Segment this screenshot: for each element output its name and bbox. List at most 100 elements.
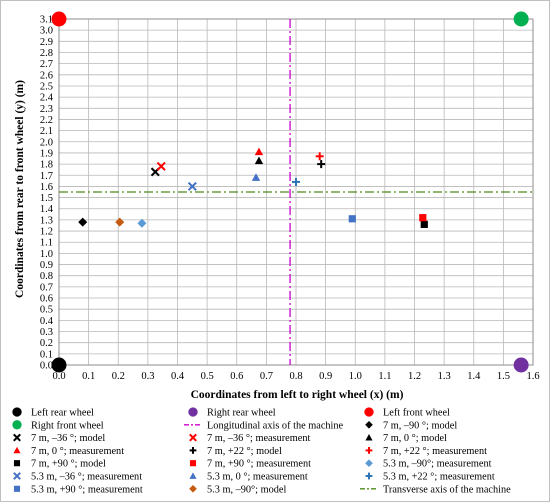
legend-marker (365, 447, 373, 454)
legend-item: Right front wheel (12, 420, 104, 431)
legend-marker (13, 472, 21, 480)
legend-item: 7 m, –90 °; model (365, 420, 457, 431)
legend-label: Left rear wheel (31, 408, 94, 419)
legend-label: 7 m, –90 °; model (383, 420, 457, 431)
x-tick-label: 0.2 (112, 371, 125, 382)
y-tick-label: 1.8 (40, 160, 53, 171)
legend-item: 5.3 m, 0 °; measurement (189, 472, 308, 483)
data-point (78, 217, 88, 227)
x-tick-label: 1.4 (467, 371, 481, 382)
legend-marker (189, 447, 197, 454)
legend-item: 7 m, +22 °; measurement (365, 446, 487, 457)
y-tick-label: 2.9 (40, 37, 53, 48)
legend-label: 5.3 m, +90 °; measurement (31, 484, 143, 495)
y-tick-label: 1.3 (40, 215, 53, 226)
legend-label: 7 m, 0 °; model (383, 433, 447, 444)
legend-label: 5.3 m, –90°; measurement (383, 459, 492, 470)
legend-marker (12, 407, 22, 417)
y-tick-label: 1.1 (40, 238, 53, 249)
y-tick-label: 2.7 (40, 59, 53, 70)
legend-marker (13, 433, 21, 442)
x-tick-label: 0.7 (260, 371, 273, 382)
y-tick-label: 2.1 (40, 126, 53, 137)
legend-item: Right rear wheel (188, 407, 276, 419)
legend-marker (365, 434, 373, 441)
legend-marker (188, 407, 198, 417)
legend-marker (365, 472, 373, 480)
legend-item: 7 m, 0 °; model (365, 433, 447, 444)
y-tick-label: 1.0 (40, 249, 53, 260)
data-point (254, 147, 264, 156)
legend-item: 7 m, –36 °; measurement (189, 433, 310, 444)
data-point (251, 173, 261, 181)
data-point (51, 357, 67, 373)
data-point (51, 11, 67, 27)
legend-label: 5.3 m, –36 °; measurement (31, 472, 142, 483)
legend-marker (364, 407, 374, 417)
legend-marker (13, 460, 21, 467)
x-tick-label: 1.3 (438, 371, 451, 382)
legend-label: 7 m, +90 °; model (31, 459, 106, 470)
y-tick-label: 1.7 (40, 171, 53, 182)
y-tick-label: 2.4 (40, 93, 54, 104)
legend-label: 7 m, 0 °; measurement (31, 446, 124, 457)
legend-marker (13, 446, 21, 454)
legend-marker (13, 485, 21, 492)
data-point (419, 214, 427, 222)
y-tick-label: 0.9 (40, 260, 53, 271)
data-point (137, 218, 147, 228)
x-tick-label: 0.5 (201, 371, 214, 382)
legend-label: Right front wheel (31, 420, 104, 431)
y-tick-label: 0.3 (40, 327, 53, 338)
legend-label: Right rear wheel (207, 408, 276, 419)
grid-layer (58, 18, 534, 366)
tick-labels: 0.0 0.1 0.2 0.3 0.4 0.5 0.6 0.7 0.8 0.9 1.0 1.1 1.2 1… (40, 15, 540, 383)
data-point (315, 152, 324, 161)
legend-label: Longitudinal axis of the machine (207, 420, 344, 431)
legend: Left rear wheel Right rear wheel Left fron… (12, 407, 511, 495)
y-tick-label: 1.5 (40, 193, 53, 204)
legend-item: 5.3 m, +22 °; measurement (365, 472, 495, 483)
data-point (317, 160, 326, 169)
y-tick-label: 3.1 (40, 15, 53, 26)
y-tick-label: 3.0 (40, 26, 53, 37)
legend-label: 7 m, +90 °; measurement (207, 459, 311, 470)
y-tick-label: 2.5 (40, 81, 53, 92)
y-tick-label: 0.7 (40, 282, 53, 293)
y-tick-label: 0.2 (40, 338, 53, 349)
data-point (348, 215, 356, 223)
y-tick-label: 1.4 (40, 204, 54, 215)
legend-item: Transverse axis of the machine (360, 484, 511, 495)
data-point (115, 217, 125, 227)
data-points (51, 11, 529, 373)
x-tick-label: 1.2 (408, 371, 421, 382)
legend-marker (189, 472, 197, 479)
x-tick-label: 1.1 (378, 371, 391, 382)
legend-item: 5.3 m, –90°; measurement (365, 459, 492, 470)
legend-label: 7 m, –36 °; measurement (207, 433, 310, 444)
y-tick-label: 2.2 (40, 115, 53, 126)
data-point (513, 11, 529, 27)
data-point (513, 357, 529, 373)
x-tick-label: 1.5 (497, 371, 510, 382)
y-axis-title: Coordinates from rear to front wheel (y)… (14, 80, 26, 298)
legend-label: Left front wheel (383, 408, 450, 419)
legend-label: 7 m, –36 °; model (31, 433, 105, 444)
legend-label: 5.3 m, +22 °; measurement (383, 472, 495, 483)
legend-item: 5.3 m, –90°; model (189, 484, 286, 495)
y-tick-label: 2.6 (40, 70, 53, 81)
x-tick-label: 1.0 (349, 371, 362, 382)
legend-label: 7 m, +22 °; model (207, 446, 282, 457)
legend-item: 7 m, +22 °; model (189, 446, 282, 457)
y-tick-label: 2.8 (40, 48, 53, 59)
x-tick-label: 0.8 (289, 371, 302, 382)
x-axis-title: Coordinates from left to right wheel (x)… (191, 389, 404, 401)
x-tick-label: 0.1 (82, 371, 95, 382)
y-tick-label: 0.8 (40, 271, 53, 282)
y-tick-label: 1.6 (40, 182, 53, 193)
y-tick-label: 0.5 (40, 305, 53, 316)
data-point (292, 177, 300, 186)
x-tick-label: 0.0 (52, 371, 65, 382)
